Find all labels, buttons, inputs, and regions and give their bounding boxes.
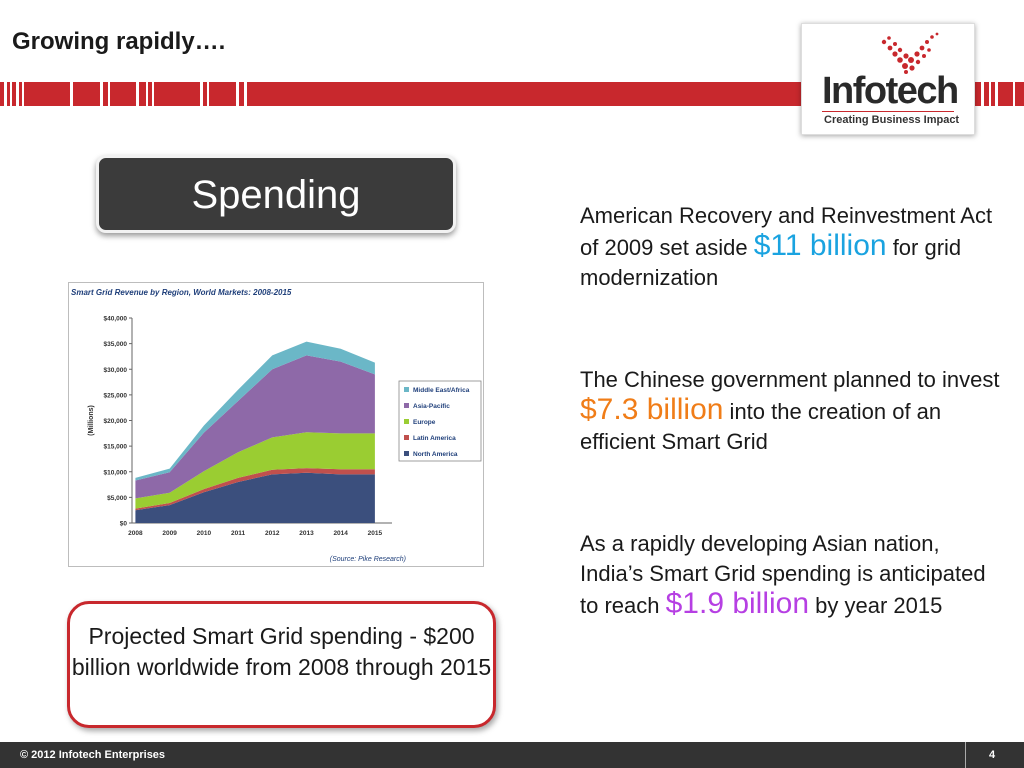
logo-name: Infotech <box>822 70 959 112</box>
footer-divider <box>965 742 966 768</box>
y-axis-label: (Millions) <box>88 405 95 436</box>
legend-label: Middle East/Africa <box>413 387 470 394</box>
chart-title: Smart Grid Revenue by Region, World Mark… <box>71 288 292 297</box>
y-tick-label: $15,000 <box>104 444 128 451</box>
chart-source: (Source: Pike Research) <box>330 556 406 563</box>
x-tick-label: 2013 <box>299 530 314 537</box>
highlight-amount: $7.3 billion <box>580 393 724 426</box>
area-series-latin-america <box>135 468 375 511</box>
highlight-amount: $1.9 billion <box>665 587 810 620</box>
x-tick-label: 2011 <box>231 530 245 537</box>
legend-swatch <box>404 451 409 456</box>
bullet-text: into the creation of an efficient Smart … <box>580 399 942 454</box>
bullet-text: The Chinese government planned to invest <box>580 367 1000 392</box>
x-tick-label: 2012 <box>265 530 280 537</box>
chart-svg: Smart Grid Revenue by Region, World Mark… <box>71 288 482 563</box>
y-tick-label: $10,000 <box>104 469 128 476</box>
y-tick-label: $20,000 <box>104 418 128 425</box>
legend-swatch <box>404 403 409 408</box>
legend-label: Asia-Pacific <box>413 403 450 410</box>
x-tick-label: 2015 <box>368 530 383 537</box>
bullet-text: by year 2015 <box>809 593 943 618</box>
legend-label: Latin America <box>413 435 456 442</box>
y-tick-label: $25,000 <box>104 392 128 399</box>
projected-spending-callout: Projected Smart Grid spending - $200 bil… <box>67 601 496 728</box>
legend-swatch <box>404 387 409 392</box>
logo-tagline: Creating Business Impact <box>824 114 960 126</box>
y-tick-label: $35,000 <box>104 341 128 348</box>
company-logo: Infotech Creating Business Impact <box>801 23 975 135</box>
legend-label: Europe <box>413 419 436 426</box>
y-tick-label: $40,000 <box>104 316 128 323</box>
page-number: 4 <box>989 749 996 761</box>
slide-title: Growing rapidly…. <box>12 28 226 55</box>
y-tick-label: $0 <box>120 521 128 528</box>
header-stripe-pattern-right <box>975 82 1024 106</box>
bullet-china-investment: The Chinese government planned to invest… <box>580 365 1000 457</box>
x-tick-label: 2008 <box>128 530 143 537</box>
bullet-text: American Recovery and Reinvestment Act o… <box>580 203 993 260</box>
bullet-us-recovery-act: American Recovery and Reinvestment Act o… <box>580 201 1000 293</box>
chart-legend <box>398 380 482 462</box>
footer-copyright: © 2012 Infotech Enterprises <box>20 749 166 761</box>
legend-label: North America <box>413 451 458 458</box>
area-series-europe <box>135 432 375 509</box>
area-series-asia-pacific <box>135 355 375 499</box>
logo-divider <box>822 111 954 112</box>
header-stripe-pattern <box>0 82 250 106</box>
bullet-india-spending: As a rapidly developing Asian nation, In… <box>580 529 1000 621</box>
bullet-text: for grid modernization <box>580 235 962 290</box>
highlight-amount: $11 billion <box>753 229 887 262</box>
x-tick-label: 2010 <box>197 530 212 537</box>
x-tick-label: 2014 <box>333 530 348 537</box>
area-series-north-america <box>135 472 375 523</box>
legend-swatch <box>404 435 409 440</box>
legend-swatch <box>404 419 409 424</box>
footer-bar: © 2012 Infotech Enterprises 4 <box>0 742 1024 768</box>
spending-heading: Spending <box>96 155 456 233</box>
y-tick-label: $30,000 <box>104 367 128 374</box>
bullet-text: As a rapidly developing Asian nation, In… <box>580 531 986 618</box>
smart-grid-chart: Smart Grid Revenue by Region, World Mark… <box>68 282 484 567</box>
checkmark-dots-icon <box>881 32 939 74</box>
area-series-middle-east-africa <box>135 341 375 481</box>
y-tick-label: $5,000 <box>107 495 127 502</box>
x-tick-label: 2009 <box>162 530 177 537</box>
